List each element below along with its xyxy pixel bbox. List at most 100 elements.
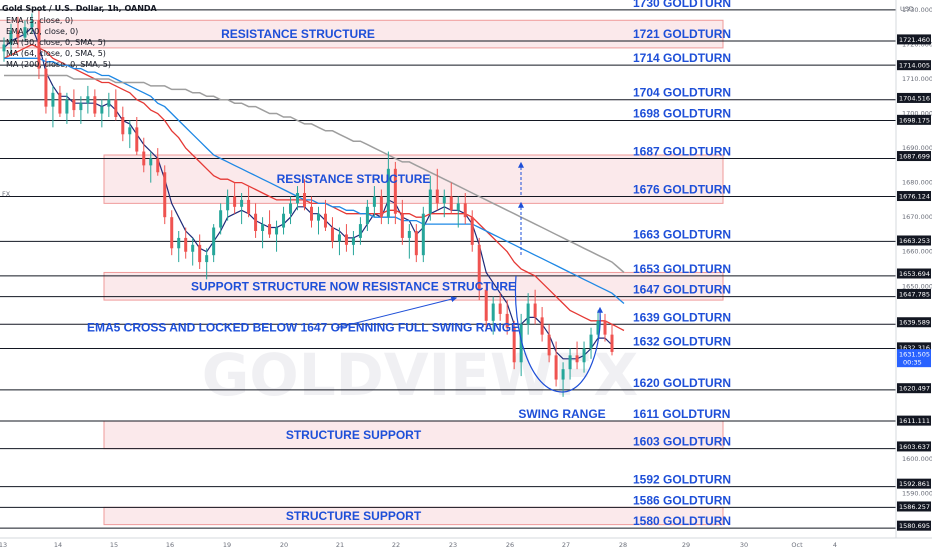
candle: [414, 224, 418, 263]
candle: [575, 341, 579, 370]
price-tag-bg: [897, 288, 931, 299]
candle: [282, 206, 286, 235]
time-tick-label: Oct: [791, 541, 803, 549]
candle: [296, 186, 300, 211]
candle: [142, 137, 146, 173]
candle: [219, 203, 223, 235]
candle: [128, 120, 132, 149]
candle: [156, 148, 160, 176]
candle-body: [407, 231, 411, 238]
price-tick-label: 1730.000: [902, 6, 932, 14]
price-tick-label: 1700.000: [902, 110, 932, 118]
price-tag: 1704.516: [897, 92, 931, 103]
candle-body: [16, 30, 20, 38]
time-tick-label: 29: [682, 541, 690, 549]
candle-body: [589, 334, 593, 349]
candle-body: [498, 303, 502, 314]
candle: [449, 182, 453, 214]
price-axis[interactable]: 1590.000 1600.000 1650.000 1660.000 1670.000…: [895, 0, 932, 538]
price-tick-label: 1720.000: [902, 40, 932, 48]
candle: [226, 189, 230, 221]
candle: [435, 168, 439, 211]
ma-line-2: [4, 57, 625, 304]
candle-body: [86, 96, 90, 104]
price-tag: 1586.257: [897, 501, 931, 512]
price-tag-bg: [897, 60, 931, 71]
candle: [442, 189, 446, 218]
time-tick-label: 19: [223, 541, 231, 549]
candle: [498, 293, 502, 321]
price-tag-bg: [897, 501, 931, 512]
level-label: 1698 GOLDTURN: [633, 106, 731, 120]
price-tag-label: 1647.785: [899, 290, 930, 298]
candle-body: [610, 334, 614, 352]
candle: [240, 193, 244, 225]
ma-line-3: [4, 74, 625, 274]
candle-body: [414, 231, 418, 256]
price-tick-label: 1590.000: [902, 490, 932, 498]
swing-range-label: SWING RANGE: [518, 407, 605, 421]
candle-body: [170, 217, 174, 249]
candle-body: [135, 127, 139, 152]
indicator-legend-item: MA (50, close, 0, SMA, 5): [6, 38, 106, 47]
candle-body: [247, 199, 251, 214]
candle-body: [219, 210, 223, 228]
candle-body: [456, 203, 460, 211]
candle-body: [212, 227, 216, 256]
price-tag: 1676.124: [897, 191, 931, 202]
candle-body: [449, 196, 453, 211]
candle: [470, 210, 474, 252]
time-tick-label: 21: [336, 541, 344, 549]
candle: [184, 227, 188, 259]
candle-body: [184, 237, 188, 252]
price-tag-label: 1714.005: [899, 62, 930, 70]
zones-layer: [0, 19, 724, 526]
candle: [121, 106, 125, 142]
time-axis[interactable]: 13 14 15 16 19 20 21 22 23 26 27 28 29 30 Oct 4: [0, 537, 932, 550]
time-tick-label: 4: [833, 541, 837, 549]
zone-rect: [0, 19, 724, 49]
level-label: 1586 GOLDTURN: [633, 493, 731, 507]
candle: [554, 341, 558, 387]
price-tag-label: 1620.497: [899, 385, 930, 393]
candle: [456, 196, 460, 228]
candle-body: [107, 99, 111, 107]
price-tick-label: 1600.000: [902, 455, 932, 463]
watermark: GOLDVIEWFX: [202, 341, 638, 409]
price-tag: 1698.175: [897, 114, 931, 125]
candle: [610, 324, 614, 356]
levels-layer: [0, 9, 896, 529]
candle: [86, 85, 90, 114]
candle-body: [142, 151, 146, 166]
candle: [149, 151, 153, 183]
price-tag-bg: [897, 268, 931, 279]
candle-body: [330, 227, 334, 242]
price-tag: 1653.694: [897, 268, 931, 279]
level-label: 1611 GOLDTURN: [633, 407, 730, 421]
candle-body: [379, 196, 383, 218]
indicator-legend-item: EMA (5, close, 0): [6, 16, 73, 25]
candle: [603, 313, 607, 342]
candle-body: [275, 227, 279, 235]
candle-body: [554, 355, 558, 380]
price-tag: 1580.695: [897, 520, 931, 531]
price-tag: 1663.253: [897, 235, 931, 246]
time-axis-bg: [0, 538, 932, 550]
candle: [23, 20, 27, 41]
level-label: 1603 GOLDTURN: [633, 435, 731, 449]
price-tag-bg: [897, 441, 931, 452]
candle: [491, 296, 495, 335]
candle-body: [323, 213, 327, 228]
candle-body: [268, 224, 272, 235]
level-label: 1639 GOLDTURN: [633, 310, 731, 324]
price-tag-label: 1721.460: [899, 36, 930, 44]
price-tag-bg: [897, 235, 931, 246]
candle: [30, 13, 34, 35]
candle: [65, 92, 69, 124]
candle: [114, 89, 118, 121]
candle: [540, 307, 544, 342]
candle-body: [477, 244, 481, 290]
candle: [400, 199, 404, 245]
